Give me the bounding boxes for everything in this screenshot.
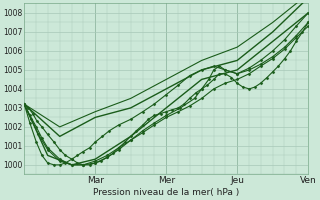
X-axis label: Pression niveau de la mer( hPa ): Pression niveau de la mer( hPa ) [93,188,239,197]
